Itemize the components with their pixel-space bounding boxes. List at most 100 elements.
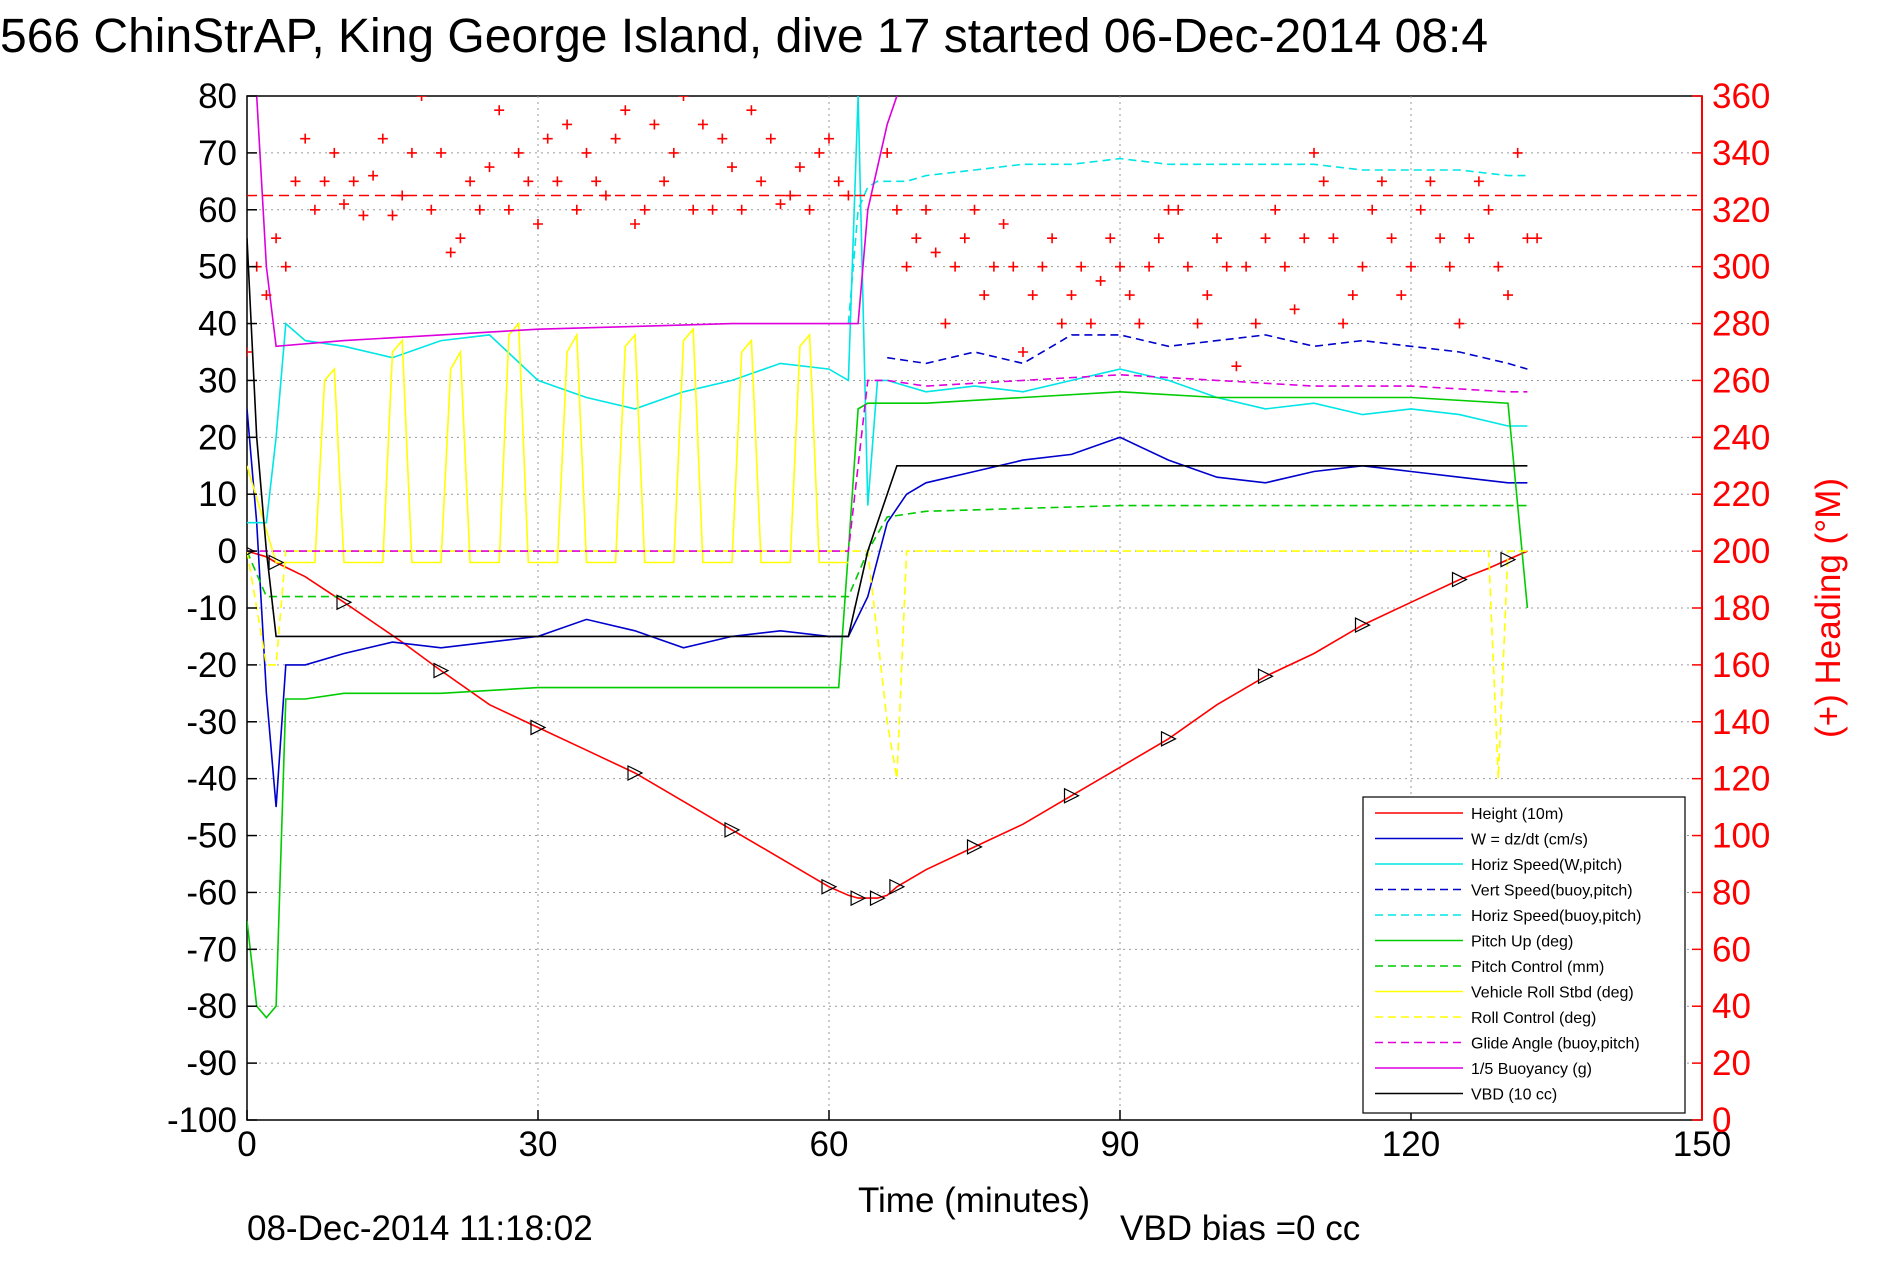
heading-point [1153, 233, 1164, 244]
heading-point [1173, 204, 1184, 215]
heading-point [697, 119, 708, 130]
heading-point [484, 162, 495, 173]
heading-point [571, 204, 582, 215]
heading-point [1328, 233, 1339, 244]
heading-point [1299, 233, 1310, 244]
heading-point [824, 133, 834, 144]
heading-point [1289, 304, 1300, 315]
heading-point [1473, 176, 1484, 187]
heading-point [1415, 204, 1426, 215]
heading-point [785, 190, 796, 201]
heading-point [950, 261, 961, 272]
heading-point [1221, 261, 1232, 272]
x-tick-label: 0 [237, 1125, 256, 1164]
heading-point [668, 147, 679, 158]
legend-box [1362, 796, 1686, 1114]
heading-point [775, 199, 786, 210]
y-left-tick-label: 20 [198, 418, 237, 457]
heading-point [1250, 318, 1261, 329]
height-marker [869, 890, 886, 907]
heading-point [843, 190, 854, 201]
heading-point [1318, 176, 1329, 187]
footer-date: 08-Dec-2014 11:18:02 [247, 1209, 593, 1248]
x-tick-label: 30 [519, 1125, 558, 1164]
x-tick-label: 90 [1101, 1125, 1140, 1164]
heading-point [1444, 261, 1455, 272]
heading-point [1279, 261, 1290, 272]
heading-point [1270, 204, 1281, 215]
heading-point [678, 96, 689, 101]
heading-point [765, 133, 776, 144]
heading-point [1163, 204, 1174, 215]
heading-point [1522, 233, 1533, 244]
y-left-tick-label: -40 [186, 760, 237, 799]
heading-point [1095, 275, 1106, 286]
x-tick-label: 120 [1382, 1125, 1440, 1164]
heading-point [1076, 261, 1087, 272]
heading-point [1115, 261, 1125, 272]
heading-point [1357, 261, 1368, 272]
heading-point [746, 105, 757, 116]
y-left-tick-label: 80 [198, 77, 237, 116]
heading-point [1406, 261, 1416, 272]
y-left-tick-label: -30 [186, 703, 237, 742]
heading-point [426, 204, 437, 215]
heading-point [727, 162, 737, 173]
heading-point [1347, 290, 1358, 301]
legend: Height (10m) W = dz/dt (cm/s) Horiz Speed(… [1362, 796, 1686, 1114]
heading-point [1212, 233, 1222, 244]
heading-point [1367, 204, 1378, 215]
heading-point [1435, 233, 1446, 244]
y-right-tick-label: 320 [1712, 191, 1770, 230]
legend-entry: Glide Angle (buoy,pitch) [1471, 1036, 1640, 1053]
heading-point [1037, 261, 1048, 272]
heading-point [503, 204, 514, 215]
heading-point [707, 204, 718, 215]
heading-point [891, 204, 902, 215]
height-marker [1354, 617, 1371, 634]
x-tick-label: 150 [1673, 1125, 1731, 1164]
heading-point [329, 147, 340, 158]
series-line-10 [255, 96, 898, 348]
heading-point [1047, 233, 1058, 244]
heading-point [261, 290, 272, 301]
heading-point [348, 176, 359, 187]
heading-point [339, 199, 349, 210]
heading-point [358, 210, 369, 221]
heading-point [1231, 361, 1242, 372]
heading-point [979, 290, 990, 301]
y-right-tick-label: 300 [1712, 248, 1770, 287]
height-marker [966, 838, 983, 855]
series-line-9 [247, 373, 1528, 552]
heading-point [290, 176, 301, 187]
y-left-tick-label: 10 [198, 475, 237, 514]
legend-entry: Roll Control (deg) [1471, 1010, 1596, 1027]
heading-point [1027, 290, 1038, 301]
y-left-tick-label: -90 [186, 1044, 237, 1083]
y-right-tick-label: 120 [1712, 760, 1770, 799]
legend-entry: Horiz Speed(buoy,pitch) [1471, 908, 1641, 925]
heading-point [552, 176, 563, 187]
y-left-tick-label: 40 [198, 305, 237, 344]
height-marker [1500, 551, 1517, 568]
y-right-tick-label: 0 [1712, 1101, 1731, 1140]
y-right-tick-label: 260 [1712, 361, 1770, 400]
y-right-tick-label: 40 [1712, 987, 1751, 1026]
heading-point [882, 147, 893, 158]
heading-point [1532, 233, 1543, 244]
heading-point [309, 204, 320, 215]
heading-point [940, 318, 951, 329]
heading-point [280, 261, 291, 272]
height-marker [268, 554, 285, 571]
heading-point [377, 133, 388, 144]
heading-point [387, 210, 398, 221]
height-marker [336, 594, 353, 611]
heading-point [610, 133, 621, 144]
heading-point [1376, 176, 1387, 187]
heading-point [247, 347, 252, 357]
y-right-tick-label: 240 [1712, 418, 1770, 457]
series-line-5 [247, 390, 1529, 1019]
y-right-tick-label: 160 [1712, 646, 1770, 685]
height-marker [821, 878, 838, 895]
legend-entry: Vert Speed(buoy,pitch) [1471, 883, 1633, 900]
